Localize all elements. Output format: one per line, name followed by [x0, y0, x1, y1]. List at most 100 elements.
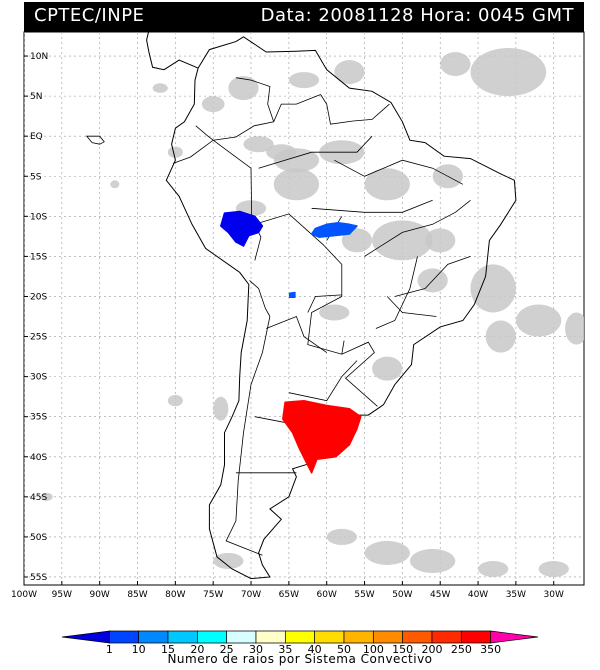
political-border [311, 199, 433, 213]
lon-tick-label: 60W [317, 590, 337, 600]
cloud-patch [326, 528, 357, 545]
cloud-patch [565, 312, 584, 345]
convective-system-brazil-mato-grosso [310, 221, 358, 238]
lat-tick-label: EQ [30, 132, 43, 142]
lon-tick-label: 90W [89, 590, 109, 600]
cloud-patch [440, 52, 471, 77]
political-border [235, 77, 275, 122]
lat-tick-label: 10S [30, 212, 47, 222]
source-label: CPTEC/INPE [34, 5, 145, 26]
colorbar-label: 15 [161, 643, 175, 656]
colorbar-swatch [196, 630, 228, 644]
colorbar-label: 1 [106, 643, 113, 656]
map-header: CPTEC/INPE Data: 20081128 Hora: 0045 GMT [24, 2, 584, 32]
cloud-patch [372, 220, 433, 261]
lon-tick-label: 85W [127, 590, 147, 600]
axis-ticks: 10N 5N EQ 5S 10S 15S 20S 25S 30S 35S 40S 45S 50S 55S 1… [11, 52, 564, 600]
colorbar-label: 20 [190, 643, 204, 656]
colorbar-swatch [61, 630, 110, 644]
colorbar-swatch [226, 630, 257, 644]
lat-tick-label: 35S [30, 413, 47, 423]
cloud-patch [319, 304, 350, 321]
colorbar-swatch [402, 630, 433, 644]
lon-tick-label: 100W [11, 590, 37, 600]
lon-tick-label: 45W [430, 590, 450, 600]
cloud-patch [538, 560, 569, 577]
lat-tick-label: 55S [30, 573, 47, 583]
colorbar-label: 200 [422, 643, 443, 656]
colorbar: 1 10 15 20 25 30 35 40 50 100 150 200 250 350 [61, 630, 539, 656]
colorbar-swatch [255, 630, 286, 644]
cloud-patch [213, 396, 229, 421]
colorbar-label: 10 [132, 643, 146, 656]
cloud-cover [40, 48, 584, 577]
political-border [364, 199, 471, 257]
convective-systems [220, 210, 362, 474]
central-america-coastline [146, 32, 199, 71]
cloud-patch [273, 148, 320, 173]
colorbar-swatch [138, 630, 169, 644]
political-border [375, 256, 418, 329]
cloud-patch [470, 48, 547, 97]
lon-tick-label: 40W [468, 590, 488, 600]
lon-tick-label: 35W [506, 590, 526, 600]
colorbar-label: 30 [249, 643, 263, 656]
cloud-patch [485, 320, 516, 353]
colorbar-label: 40 [308, 643, 322, 656]
political-border [288, 360, 358, 402]
lon-tick-label: 70W [241, 590, 261, 600]
lat-tick-label: 10N [30, 52, 48, 62]
political-border [258, 135, 373, 169]
colorbar-swatch [372, 630, 404, 644]
cloud-patch [228, 76, 259, 101]
colorbar-label: 150 [392, 643, 413, 656]
convective-system-peru-bolivia-west [220, 210, 264, 247]
lat-tick-label: 25S [30, 333, 47, 343]
colorbar-swatch [490, 630, 539, 644]
cloud-patch [364, 168, 410, 201]
lat-tick-label: 20S [30, 292, 47, 302]
lat-tick-label: 5S [30, 172, 42, 182]
cloud-patch [478, 560, 509, 577]
cloud-patch [201, 96, 225, 113]
datetime-label: Data: 20081128 Hora: 0045 GMT [260, 5, 574, 26]
lon-tick-label: 95W [52, 590, 72, 600]
cloud-patch [372, 356, 403, 381]
lat-tick-label: 30S [30, 373, 47, 383]
colorbar-swatch [314, 630, 345, 644]
colorbar-label: 350 [480, 643, 501, 656]
cloud-patch [515, 304, 562, 337]
cloud-patch [470, 264, 516, 313]
political-border [307, 294, 342, 313]
lat-tick-label: 15S [30, 252, 47, 262]
colorbar-label: 35 [278, 643, 292, 656]
political-border [386, 296, 437, 317]
political-border [266, 315, 327, 353]
cloud-patch [167, 395, 183, 407]
lon-tick-label: 55W [354, 590, 374, 600]
cloud-patch [364, 540, 410, 565]
political-border [394, 256, 471, 297]
cloud-patch [167, 146, 183, 158]
political-border [320, 94, 390, 125]
lon-tick-label: 75W [203, 590, 223, 600]
colorbar-title: Numero de raios por Sistema Convectivo [167, 652, 433, 666]
lat-tick-label: 45S [30, 493, 47, 503]
political-border [334, 159, 464, 185]
lon-tick-label: 30W [544, 590, 564, 600]
lat-tick-label: 50S [30, 533, 47, 543]
colorbar-swatch [460, 630, 492, 644]
lat-tick-label: 5N [30, 92, 42, 102]
political-border [225, 316, 271, 556]
cloud-patch [334, 60, 365, 85]
convective-system-argentina-uruguay [282, 399, 362, 474]
lat-tick-label: 40S [30, 453, 47, 463]
colorbar-label: 50 [337, 643, 351, 656]
cloud-patch [288, 72, 320, 89]
convective-system-bolivia-small-1 [288, 291, 296, 299]
cloud-patch [213, 552, 244, 569]
lon-tick-label: 50W [392, 590, 412, 600]
cloud-patch [425, 228, 456, 253]
cloud-patch [40, 492, 53, 501]
